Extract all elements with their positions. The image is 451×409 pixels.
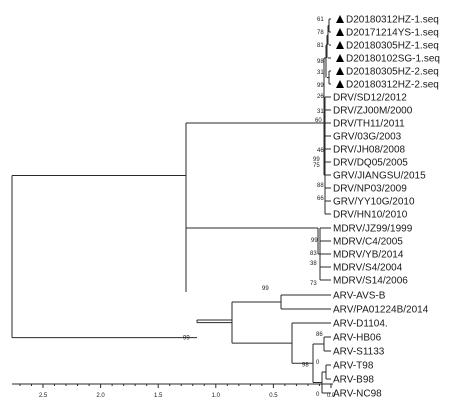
triangle-marker-icon (336, 54, 344, 62)
leaf-label: ARV-D1104. (333, 319, 388, 330)
bootstrap-labels: 6178819831992631604699758866998338739999… (183, 17, 324, 398)
bootstrap-value: 38 (310, 261, 317, 267)
bootstrap-value: 60 (315, 118, 322, 124)
leaf-label: DRV/ZJ00M/2000 (333, 106, 413, 117)
leaf-label: DRV/DQ05/2005 (333, 158, 408, 169)
bootstrap-value: 98 (317, 59, 324, 65)
leaf-label: ARV-B98 (333, 375, 374, 386)
bootstrap-value: 0 (316, 360, 320, 366)
scale-tick-label: 0.5 (269, 393, 278, 399)
scale-tick-label: 0.0 (327, 393, 336, 399)
scale-tick-label: 1.5 (154, 393, 163, 399)
leaf-label: MDRV/S4/2004 (333, 263, 403, 274)
leaf-label: ARV/PA01224B/2014 (333, 305, 429, 316)
scale-tick-label: 2.5 (39, 393, 48, 399)
leaf-label: ARV-AVS-B (333, 291, 386, 302)
bootstrap-value: 86 (316, 332, 323, 338)
bootstrap-value: 73 (310, 281, 317, 287)
leaf-label: D20180312HZ-1.seq (346, 15, 439, 26)
leaf-label: DRV/HN10/2010 (333, 210, 408, 221)
leaf-label: D20171214YS-1.seq (346, 28, 439, 39)
leaf-label: ARV-NC98 (333, 389, 382, 400)
scale-tick-label: 2.0 (96, 393, 105, 399)
bootstrap-value: 99 (262, 286, 269, 292)
bootstrap-value: 31 (317, 109, 324, 115)
bootstrap-value: 83 (310, 251, 317, 257)
leaf-label: D20180305HZ-2.seq (346, 67, 439, 78)
scale-tick-label: 1.0 (212, 393, 221, 399)
bootstrap-value: 99 (183, 336, 190, 342)
triangle-marker-icon (336, 15, 344, 23)
leaf-label: ARV-HB06 (333, 333, 382, 344)
bootstrap-value: 99 (311, 238, 318, 244)
bootstrap-value: 88 (317, 183, 324, 189)
leaf-label: DRV/NP03/2009 (333, 184, 407, 195)
bootstrap-value: 75 (313, 163, 320, 169)
leaf-label: GRV/YY10G/2010 (333, 197, 415, 208)
leaf-label: MDRV/YB/2014 (333, 250, 404, 261)
bootstrap-value: 66 (317, 196, 324, 202)
marker-group (336, 15, 344, 88)
triangle-marker-icon (336, 67, 344, 75)
leaf-label: ARV-T98 (333, 361, 374, 372)
leaf-label: D20180102SG-1.seq (346, 54, 440, 65)
leaf-label: DRV/SD12/2012 (333, 93, 407, 104)
bootstrap-value: 61 (317, 17, 324, 23)
bootstrap-value: 46 (317, 148, 324, 154)
bootstrap-value: 98 (302, 362, 309, 368)
leaf-label: GRV/JIANGSU/2015 (333, 171, 426, 182)
triangle-marker-icon (336, 41, 344, 49)
bootstrap-value: 31 (317, 70, 324, 76)
bootstrap-value: 78 (317, 30, 324, 36)
leaf-labels: D20180312HZ-1.seq D20171214YS-1.seq D20180… (333, 15, 440, 400)
scale-axis: 2.5 2.0 1.5 1.0 0.5 0.0 (12, 383, 336, 399)
leaf-label: D20180305HZ-1.seq (346, 41, 439, 52)
leaf-label: D20180312HZ-2.seq (346, 80, 439, 91)
bootstrap-value: 81 (317, 43, 324, 49)
triangle-marker-icon (336, 80, 344, 88)
bootstrap-value: 99 (313, 157, 320, 163)
bootstrap-value: 26 (317, 94, 324, 100)
bootstrap-value: 0 (316, 392, 320, 398)
triangle-marker-icon (336, 28, 344, 36)
leaf-label: ARV-S1133 (333, 347, 385, 358)
leaf-label: MDRV/C4/2005 (333, 237, 403, 248)
bootstrap-value: 99 (317, 83, 324, 89)
leaf-label: MDRV/JZ99/1999 (333, 224, 413, 235)
leaf-label: DRV/TH11/2011 (333, 119, 405, 130)
leaf-label: DRV/JH08/2008 (333, 145, 406, 156)
tree-branches (11, 18, 331, 394)
leaf-label: GRV/03G/2003 (333, 132, 402, 143)
leaf-label: MDRV/S14/2006 (333, 276, 408, 287)
